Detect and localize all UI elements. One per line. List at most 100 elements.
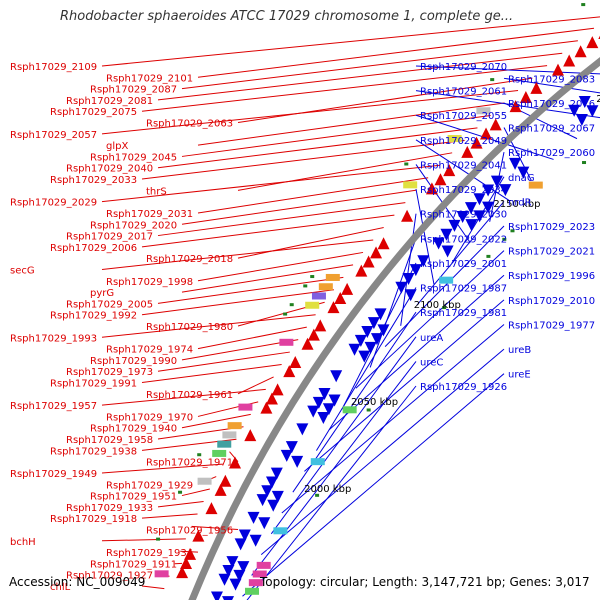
forward-gene-arrow [361,326,374,339]
left-gene-label: chlL [50,582,71,593]
right-gene-label: Rsph17029_2076 [508,99,595,110]
tick-mark [156,537,161,541]
left-gene-label: Rsph17029_1961 [146,390,233,401]
leader-line [141,364,282,384]
forward-gene-arrow [586,105,599,118]
tick-mark [582,161,587,165]
reverse-gene-arrow [443,164,456,177]
feature-block [256,561,271,569]
leader-line [415,90,600,119]
tick-mark [197,453,202,457]
left-gene-label: secG [10,265,35,276]
leader-line [101,16,600,67]
left-gene-label: Rsph17029_2040 [66,164,153,175]
forward-gene-arrow [456,210,469,223]
forward-gene-arrow [291,455,304,468]
leader-line [101,164,441,203]
forward-gene-arrow [317,412,330,425]
feature-block [447,135,462,143]
feature-block [528,181,543,189]
right-gene-label: Rsph17029_2067 [508,124,595,135]
right-gene-label: Rsph17029_2022 [420,234,507,245]
feature-block [305,301,320,309]
left-gene-label: Rsph17029_1933 [66,503,153,514]
leader-line [328,274,505,431]
forward-gene-arrow [258,517,271,530]
reverse-gene-arrow [563,54,576,67]
left-gene-label: Rsph17029_1956 [146,525,233,536]
leader-line [246,385,417,600]
left-gene-label: Rsph17029_1927 [66,571,153,582]
left-gene-label: glpX [106,141,128,152]
forward-gene-arrow [370,333,383,346]
reverse-gene-arrow [314,319,327,332]
tick-mark [178,490,183,494]
feature-block [197,477,212,485]
scale-marks: 2200 kbp 2150 kbp 2100 kbp 2050 kbp 2000 kbp [304,94,600,495]
feature-block [217,440,232,448]
leader-line [237,227,384,259]
reverse-gene-arrow [341,282,354,295]
forward-gene-arrow [280,449,293,462]
reverse-gene-arrow [265,392,278,405]
reverse-gene-arrow [184,547,197,560]
right-gene-label: Rsph17029_2055 [420,111,507,122]
left-gene-label: Rsph17029_1918 [50,514,137,525]
right-gene-label: Rsph17029_2001 [420,259,507,270]
forward-gene-arrow [318,387,331,400]
reverse-gene-arrow [362,255,375,268]
tick-mark [404,162,409,166]
left-gene-label: Rsph17029_1971 [146,458,233,469]
forward-gene-arrow [312,396,325,409]
left-gene-label: Rsph17029_2006 [50,243,137,254]
forward-gene-arrow [210,591,223,600]
leader-line [157,202,406,237]
left-gene-label: Rsph17029_1992 [50,311,137,322]
reverse-gene-arrow [489,118,502,131]
forward-gene-arrow [499,184,512,197]
forward-gene-arrow [575,113,588,126]
left-gene-label: Rsph17029_2005 [66,299,153,310]
reverse-gene-arrow [307,328,320,341]
forward-gene-arrow [218,573,231,586]
right-gene-label: Rsph17029_2023 [508,222,595,233]
left-gene-label: Rsph17029_2081 [66,96,153,107]
forward-gene-arrow [441,245,454,258]
forward-gene-arrow [473,210,486,223]
reverse-gene-arrow [377,237,390,250]
leader-line [369,238,417,368]
reverse-gene-arrow [470,136,483,149]
tick-mark [581,3,586,7]
leader-line [415,188,435,285]
leader-line [141,214,395,248]
reverse-gene-arrow [219,474,232,487]
right-gene-label: Rsph17029_2034 [420,185,507,196]
right-gene-label: Rsph17029_2041 [420,160,507,171]
leader-line [197,251,364,282]
reverse-gene-arrow [509,100,522,113]
right-gene-label: Rsph17029_1926 [420,382,507,393]
reverse-gene-arrow [260,401,273,414]
leader-line [197,102,505,146]
leader-line [141,513,198,519]
reverse-gene-arrow [180,557,193,569]
forward-gene-arrow [265,476,278,489]
left-gene-label: Rsph17029_2057 [10,130,97,141]
reverse-gene-arrow [289,355,302,368]
chromosome-backbone [188,57,600,600]
leader-line [181,40,578,90]
reverse-gene-arrow [461,145,474,158]
feature-block [227,422,242,430]
forward-gene-arrow [517,166,530,179]
leader-line [197,326,307,350]
reverse-gene-arrow [192,529,205,542]
right-gene-label: Rsph17029_1981 [420,308,507,319]
gene-features [154,3,600,600]
left-gene-label: Rsph17029_1970 [106,412,193,423]
forward-gene-arrow [402,272,415,285]
reverse-gene-arrow [530,81,543,94]
feature-block [212,449,227,457]
leader-line [157,52,563,101]
leader-line [197,27,595,78]
feature-block [310,458,325,466]
